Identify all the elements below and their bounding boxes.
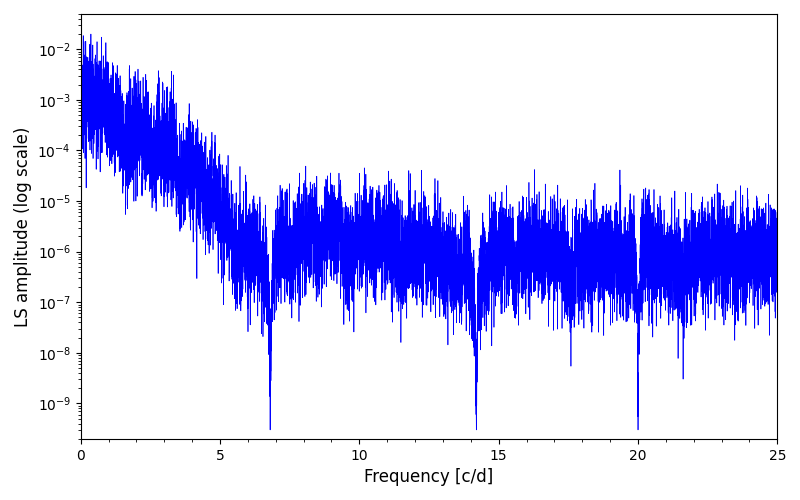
Y-axis label: LS amplitude (log scale): LS amplitude (log scale) [14,126,32,326]
X-axis label: Frequency [c/d]: Frequency [c/d] [364,468,494,486]
